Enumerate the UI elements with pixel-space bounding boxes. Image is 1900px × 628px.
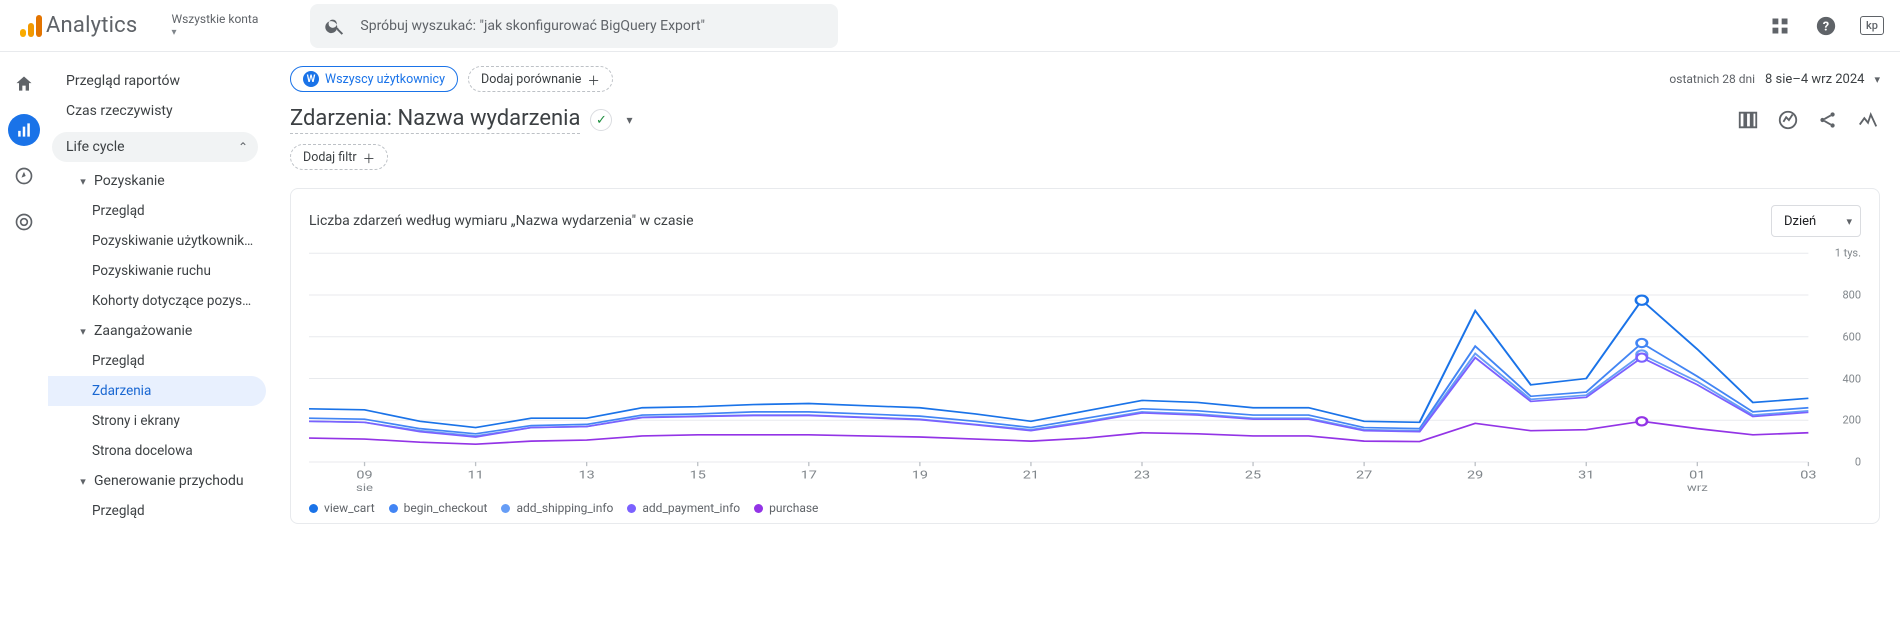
chevron-down-icon: ▾ [76,475,90,488]
help-icon[interactable]: ? [1814,14,1838,38]
y-axis-label: 600 [1842,330,1861,343]
rail-reports[interactable] [8,114,40,146]
events-chart-card: Liczba zdarzeń według wymiaru „Nazwa wyd… [290,188,1880,524]
user-badge[interactable]: kp [1860,16,1884,35]
svg-text:13: 13 [579,469,595,482]
ga-logo[interactable]: Analytics [10,13,145,39]
insights-icon[interactable] [1856,108,1880,132]
search-placeholder: Spróbuj wyszukać: "jak skonfigurować Big… [360,18,705,34]
svg-text:23: 23 [1134,469,1150,482]
svg-text:21: 21 [1023,469,1039,482]
svg-text:17: 17 [801,469,817,482]
share-icon[interactable] [1816,108,1840,132]
rail-advertising[interactable] [8,206,40,238]
rail-explore[interactable] [8,160,40,192]
legend-item-begin_checkout[interactable]: begin_checkout [389,501,488,515]
nav-item-pozyskiwanie-u-ytkownik-w[interactable]: Pozyskiwanie użytkowników [48,226,266,256]
date-range-picker[interactable]: ostatnich 28 dni 8 sie–4 wrz 2024 ▾ [1669,72,1880,87]
nav-realtime[interactable]: Czas rzeczywisty [48,96,266,126]
granularity-dropdown[interactable]: Dzień [1771,205,1861,237]
topbar-actions: ? kp [1768,14,1884,38]
chart-title: Liczba zdarzeń według wymiaru „Nazwa wyd… [309,213,694,229]
legend-item-purchase[interactable]: purchase [754,501,818,515]
plus-icon: ＋ [587,70,600,89]
left-rail [0,52,48,628]
legend-dot-icon [389,504,398,513]
date-preset-label: ostatnich 28 dni [1669,72,1755,86]
topbar: Analytics Wszystkie konta ▾ Spróbuj wysz… [0,0,1900,52]
rail-home[interactable] [8,68,40,100]
svg-text:sie: sie [356,481,373,493]
ga-logo-icon [18,13,44,39]
side-nav: Przegląd raportów Czas rzeczywisty Life … [48,52,266,628]
chip-add-comparison[interactable]: Dodaj porównanie ＋ [468,66,613,92]
chart-area[interactable]: 09sie 11 13 15 17 19 21 23 25 27 29 31 01wrz 03 1 tys… [309,245,1861,493]
svg-text:03: 03 [1800,469,1816,482]
app-title: Analytics [46,13,137,38]
date-range-value: 8 sie–4 wrz 2024 [1765,72,1864,87]
segment-icon: W [303,71,319,87]
plus-icon: ＋ [363,148,376,167]
apps-icon[interactable] [1768,14,1792,38]
customize-columns-icon[interactable] [1736,108,1760,132]
y-axis-label: 400 [1842,372,1861,385]
svg-text:01: 01 [1689,469,1705,482]
y-axis-label: 800 [1842,289,1861,302]
nav-item-przegl-d[interactable]: Przegląd [48,346,266,376]
svg-text:19: 19 [912,469,928,482]
page-title-row: Zdarzenia: Nazwa wydarzenia ✓ ▾ [290,106,1880,134]
svg-text:31: 31 [1578,469,1594,482]
legend-dot-icon [501,504,510,513]
search-input[interactable]: Spróbuj wyszukać: "jak skonfigurować Big… [310,4,838,48]
legend-item-view_cart[interactable]: view_cart [309,501,375,515]
svg-text:wrz: wrz [1687,481,1708,493]
nav-acquisition[interactable]: ▾Pozyskanie [48,166,266,196]
svg-text:27: 27 [1356,469,1372,482]
svg-text:25: 25 [1245,469,1261,482]
chip-add-filter[interactable]: Dodaj filtr ＋ [290,144,388,170]
status-ok-icon[interactable]: ✓ [590,109,612,131]
nav-item-zdarzenia[interactable]: Zdarzenia [48,376,266,406]
nav-reports-overview[interactable]: Przegląd raportów [48,66,266,96]
legend-dot-icon [309,504,318,513]
filter-row: Dodaj filtr ＋ [290,144,1880,170]
svg-text:15: 15 [690,469,706,482]
svg-text:29: 29 [1467,469,1483,482]
chevron-down-icon: ▾ [1874,73,1880,86]
legend-dot-icon [754,504,763,513]
nav-item-strony-i-ekrany[interactable]: Strony i ekrany [48,406,266,436]
chevron-down-icon[interactable]: ▾ [622,113,636,127]
nav-item-strona-docelowa[interactable]: Strona docelowa [48,436,266,466]
chevron-down-icon: ▾ [76,325,90,338]
nav-engagement[interactable]: ▾Zaangażowanie [48,316,266,346]
account-picker[interactable]: Wszystkie konta ▾ [171,12,258,38]
svg-text:09: 09 [356,469,372,482]
legend-item-add_shipping_info[interactable]: add_shipping_info [501,501,613,515]
chip-all-users[interactable]: W Wszyscy użytkownicy [290,66,458,92]
nav-monetization[interactable]: ▾Generowanie przychodu [48,466,266,496]
main-content: W Wszyscy użytkownicy Dodaj porównanie ＋… [266,52,1900,628]
nav-item-kohorty-dotycz-ce-pozysk-[interactable]: Kohorty dotyczące pozysk... [48,286,266,316]
search-icon [324,15,346,37]
chevron-down-icon: ▾ [76,175,90,188]
y-axis-label: 200 [1842,414,1861,427]
page-title: Zdarzenia: Nazwa wydarzenia [290,106,580,134]
legend-item-add_payment_info[interactable]: add_payment_info [627,501,740,515]
legend-dot-icon [627,504,636,513]
comparison-row: W Wszyscy użytkownicy Dodaj porównanie ＋… [290,66,1880,92]
nav-item-przegl-d[interactable]: Przegląd [48,196,266,226]
nav-item-pozyskiwanie-ruchu[interactable]: Pozyskiwanie ruchu [48,256,266,286]
svg-text:?: ? [1823,19,1829,34]
chevron-down-icon: ▾ [171,27,258,39]
svg-text:11: 11 [467,469,483,482]
nav-section-lifecycle[interactable]: Life cycle ⌃ [52,132,258,162]
edit-comparison-icon[interactable] [1776,108,1800,132]
page-actions [1736,108,1880,132]
chart-legend: view_cart begin_checkout add_shipping_info… [309,501,1861,515]
y-axis-label: 1 tys. [1835,247,1861,260]
account-picker-label: Wszystkie konta [171,12,258,26]
chevron-up-icon: ⌃ [238,140,248,154]
nav-item-przegl-d[interactable]: Przegląd [48,496,266,526]
y-axis-label: 0 [1855,456,1861,469]
